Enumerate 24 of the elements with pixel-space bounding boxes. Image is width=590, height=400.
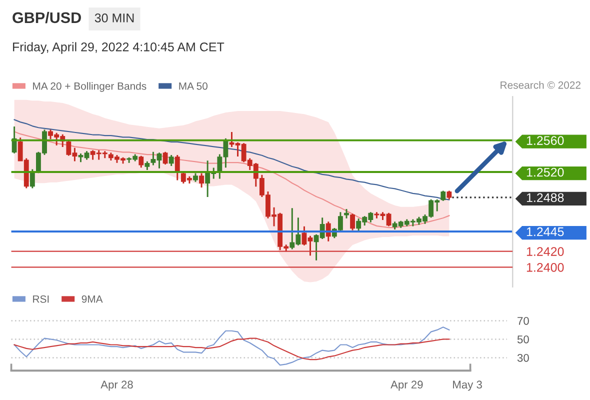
line-series bbox=[14, 338, 450, 360]
y-tick-label: 1.2445 bbox=[526, 227, 564, 236]
legend-label: 9MA bbox=[82, 295, 103, 303]
line-series bbox=[14, 131, 450, 228]
y2-tick-label: 1.2400 bbox=[526, 262, 564, 272]
legend-label: MA 50 bbox=[179, 82, 208, 90]
y2-tick-label: 1.2420 bbox=[526, 247, 564, 256]
text: 30 MIN bbox=[94, 14, 134, 22]
y-tick-label: 70 bbox=[518, 316, 529, 325]
x-tick-label: May 3 bbox=[453, 380, 482, 391]
y-tick-label: 1.2520 bbox=[526, 168, 564, 177]
text: Research © 2022 bbox=[500, 81, 580, 89]
chart-subtitle: Friday, April 29, 2022 4:10:45 AM CET bbox=[13, 42, 224, 54]
chart-title: GBP/USD bbox=[12, 12, 81, 24]
x-tick-label: Apr 29 bbox=[390, 380, 423, 391]
x-tick-label: Apr 28 bbox=[100, 380, 133, 391]
line-series bbox=[14, 119, 450, 200]
y-tick-label: 1.2560 bbox=[526, 136, 564, 145]
y-tick-label: 50 bbox=[517, 335, 529, 344]
line-series bbox=[14, 326, 450, 366]
y-tick-label: 1.2488 bbox=[526, 193, 564, 202]
legend-label: MA 20 + Bollinger Bands bbox=[33, 82, 146, 92]
y-tick-label: 30 bbox=[517, 354, 529, 362]
legend-label: RSI bbox=[33, 295, 49, 303]
